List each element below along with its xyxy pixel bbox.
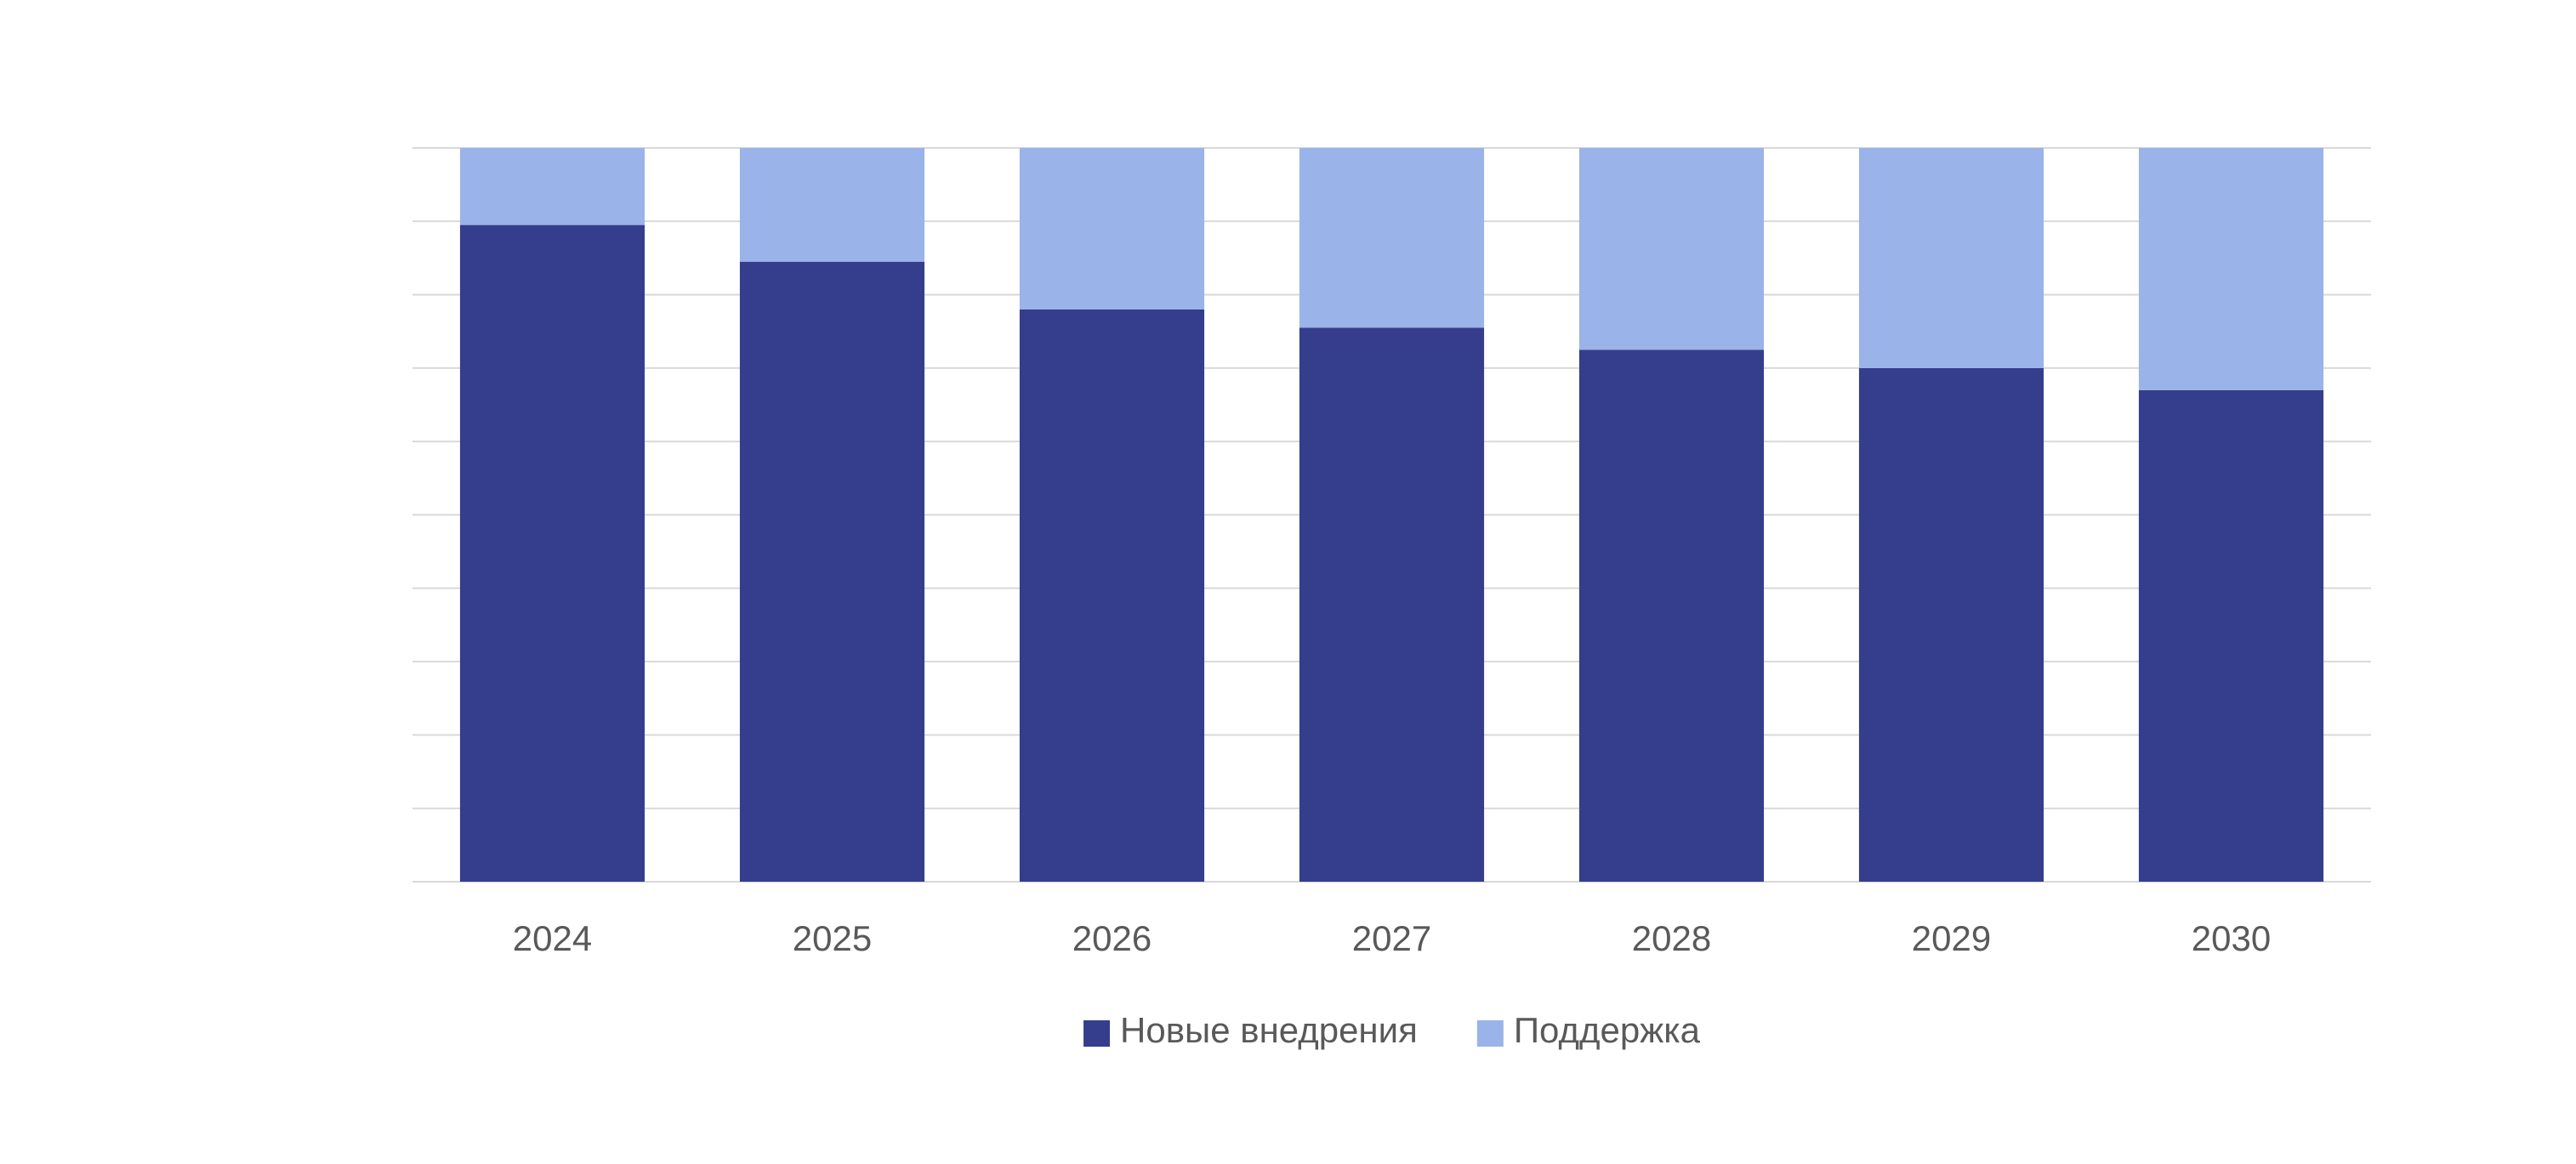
x-tick-label: 2026	[1072, 918, 1152, 958]
x-tick-label: 2024	[513, 918, 592, 958]
bar-segment	[739, 148, 925, 262]
bar-segment	[1858, 367, 2044, 882]
legend-item: Поддержка	[1476, 1010, 1701, 1050]
x-tick-label: 2027	[1352, 918, 1431, 958]
bar-segment	[2138, 389, 2324, 882]
bar-segment	[1019, 148, 1205, 309]
bar-segment	[1578, 148, 1765, 350]
x-tick-label: 2025	[793, 918, 872, 958]
x-tick-label: 2030	[2192, 918, 2271, 958]
legend-item: Новые внедрения	[1083, 1010, 1418, 1050]
legend-label: Новые внедрения	[1120, 1010, 1418, 1050]
legend-swatch	[1083, 1020, 1111, 1047]
bar-segment	[1578, 349, 1765, 882]
legend-swatch	[1476, 1020, 1504, 1047]
bar-segment	[1019, 309, 1205, 882]
bar-segment	[1299, 327, 1485, 882]
bar-segment	[459, 148, 645, 225]
bar-segment	[2138, 148, 2324, 390]
bar-segment	[1858, 148, 2044, 368]
bar-segment	[1299, 148, 1485, 328]
x-tick-label: 2028	[1632, 918, 1711, 958]
legend-label: Поддержка	[1514, 1010, 1701, 1050]
bar-segment	[459, 224, 645, 882]
bar-segment	[739, 261, 925, 882]
x-tick-label: 2029	[1912, 918, 1991, 958]
